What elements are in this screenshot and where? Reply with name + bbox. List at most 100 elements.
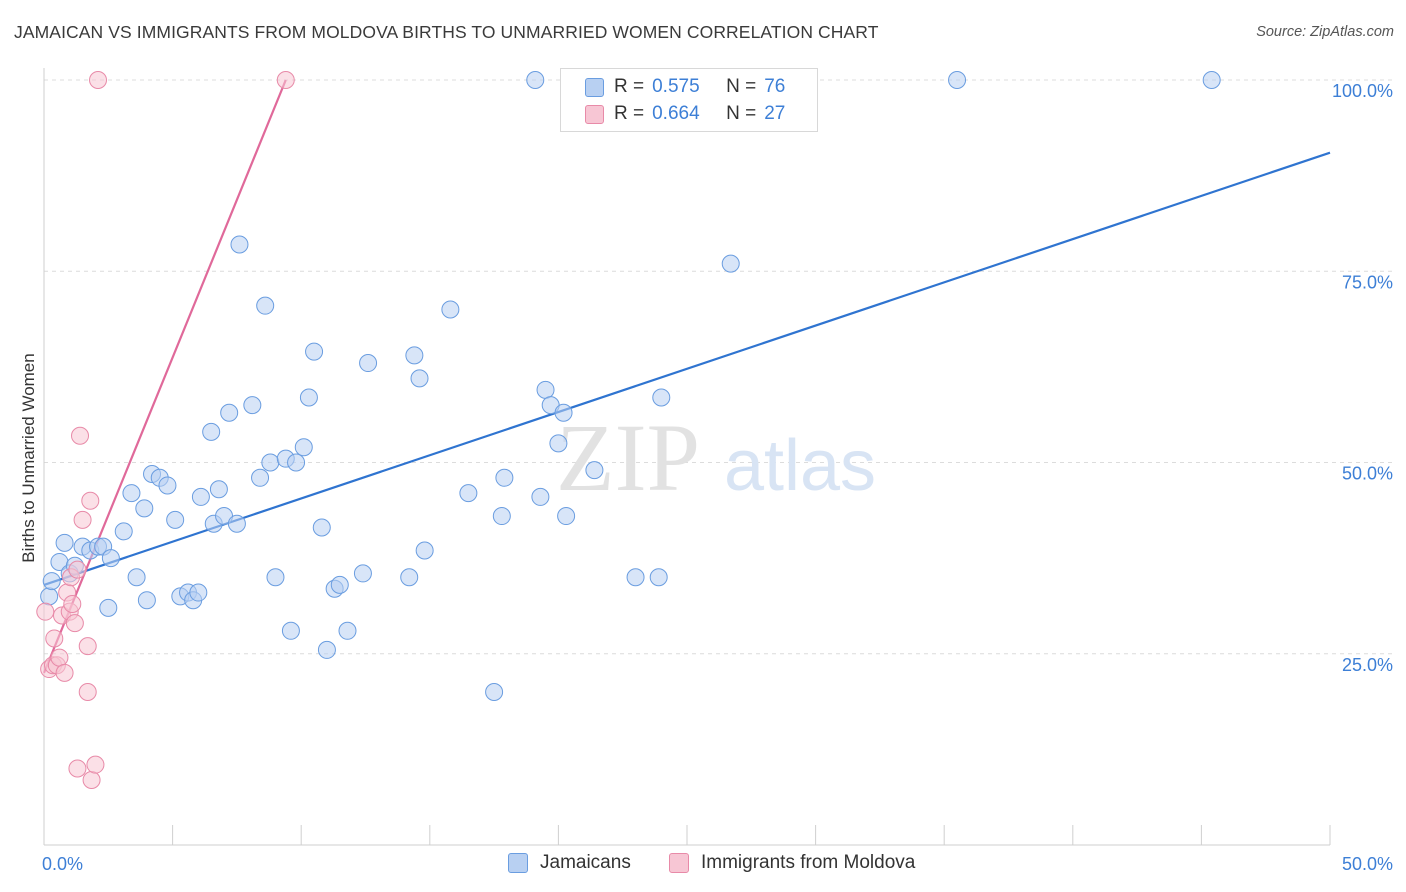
jamaican-point <box>353 564 372 583</box>
jamaican-point <box>189 583 208 602</box>
moldova-point <box>68 759 87 778</box>
jamaican-point <box>230 235 249 254</box>
legend-n-label: N = <box>726 103 757 124</box>
moldova-point <box>65 614 84 633</box>
jamaican-point <box>649 568 668 587</box>
x-tick-label: 50.0% <box>1342 854 1393 874</box>
jamaican-point <box>415 541 434 560</box>
jamaican-point <box>202 422 221 441</box>
jamaican-point <box>220 403 239 422</box>
moldova-trendline <box>42 79 287 674</box>
moldova-point <box>73 510 92 529</box>
jamaican-point <box>459 484 478 503</box>
moldova-point <box>68 560 87 579</box>
jamaican-point <box>114 522 133 541</box>
swatch-jamaicans <box>508 853 528 873</box>
y-tick-label: 75.0% <box>1342 272 1393 292</box>
jamaican-point <box>312 518 331 537</box>
jamaican-point <box>526 71 545 89</box>
moldova-point <box>86 755 105 774</box>
jamaican-point <box>299 388 318 407</box>
jamaican-point <box>158 476 177 495</box>
axes <box>43 68 1331 846</box>
trendlines <box>42 79 1331 674</box>
jamaican-point <box>626 568 645 587</box>
jamaican-point <box>261 453 280 472</box>
watermark-atlas: atlas <box>724 426 876 506</box>
jamaican-point <box>266 568 285 587</box>
jamaican-point <box>40 587 59 606</box>
moldova-point <box>276 71 295 89</box>
jamaican-point <box>536 380 555 399</box>
legend-r-label: R = <box>614 76 645 97</box>
x-tick-label: 0.0% <box>42 854 83 874</box>
jamaican-point <box>55 533 74 552</box>
moldova-point <box>55 663 74 682</box>
moldova-point <box>81 491 100 510</box>
tick-labels: 25.0% 50.0% 75.0% 100.0% 0.0% 50.0% <box>42 81 1393 874</box>
jamaican-point <box>652 388 671 407</box>
legend-label-moldova: Immigrants from Moldova <box>701 852 916 873</box>
moldova-point <box>50 648 69 667</box>
swatch-moldova <box>669 853 689 873</box>
jamaican-trendline <box>43 151 1331 586</box>
moldova-point <box>82 770 101 789</box>
jamaican-point <box>495 468 514 487</box>
legend-r-value: 0.664 <box>652 103 700 124</box>
legend-row-jamaicans: R = 0.575 N = 76 <box>585 75 785 99</box>
legend-n-value: 76 <box>764 76 786 97</box>
jamaican-point <box>585 461 604 480</box>
y-tick-label: 25.0% <box>1342 655 1393 675</box>
jamaican-point <box>531 487 550 506</box>
jamaican-point <box>359 354 378 373</box>
jamaican-point <box>227 514 246 533</box>
jamaican-point <box>492 507 511 526</box>
jamaican-point <box>410 369 429 388</box>
legend-item-moldova[interactable]: Immigrants from Moldova <box>669 852 915 874</box>
jamaican-point <box>948 71 967 89</box>
jamaican-point <box>99 598 118 617</box>
jamaican-point <box>557 507 576 526</box>
jamaican-point <box>317 640 336 659</box>
jamaican-point <box>305 342 324 361</box>
legend-swatch-blue <box>585 77 604 97</box>
jamaican-point <box>243 396 262 415</box>
moldova-point <box>63 595 82 614</box>
moldova-point <box>36 602 55 621</box>
jamaican-point <box>191 487 210 506</box>
legend-item-jamaicans[interactable]: Jamaicans <box>508 852 631 874</box>
jamaican-point <box>338 621 357 640</box>
legend-n-label: N = <box>726 76 757 97</box>
data-points <box>36 71 1221 789</box>
y-tick-label: 100.0% <box>1332 81 1393 101</box>
jamaican-point <box>330 575 349 594</box>
y-axis-label: Births to Unmarried Women <box>19 353 38 562</box>
jamaican-point <box>287 453 306 472</box>
jamaican-point <box>1202 71 1221 89</box>
jamaican-point <box>554 403 573 422</box>
legend-r-value: 0.575 <box>652 76 700 97</box>
jamaican-point <box>209 480 228 499</box>
jamaican-point <box>137 591 156 610</box>
jamaican-point <box>166 510 185 529</box>
moldova-point <box>78 683 97 701</box>
jamaican-point <box>405 346 424 365</box>
jamaican-point <box>441 300 460 319</box>
source-label: Source: ZipAtlas.com <box>1256 24 1394 40</box>
jamaican-point <box>549 434 568 453</box>
series-legend: Jamaicans Immigrants from Moldova <box>0 852 1406 878</box>
watermark: ZIP atlas <box>556 404 876 511</box>
jamaican-point <box>721 254 740 273</box>
moldova-point <box>78 637 97 656</box>
jamaican-point <box>122 484 141 503</box>
jamaican-point <box>400 568 419 587</box>
legend-swatch-pink <box>585 104 604 124</box>
jamaican-point <box>127 568 146 587</box>
jamaican-point <box>256 296 275 315</box>
jamaican-point <box>294 438 313 457</box>
jamaican-point <box>251 468 270 487</box>
chart-title: JAMAICAN VS IMMIGRANTS FROM MOLDOVA BIRT… <box>14 22 879 42</box>
y-tick-label: 50.0% <box>1342 464 1393 484</box>
jamaican-point <box>135 499 154 518</box>
